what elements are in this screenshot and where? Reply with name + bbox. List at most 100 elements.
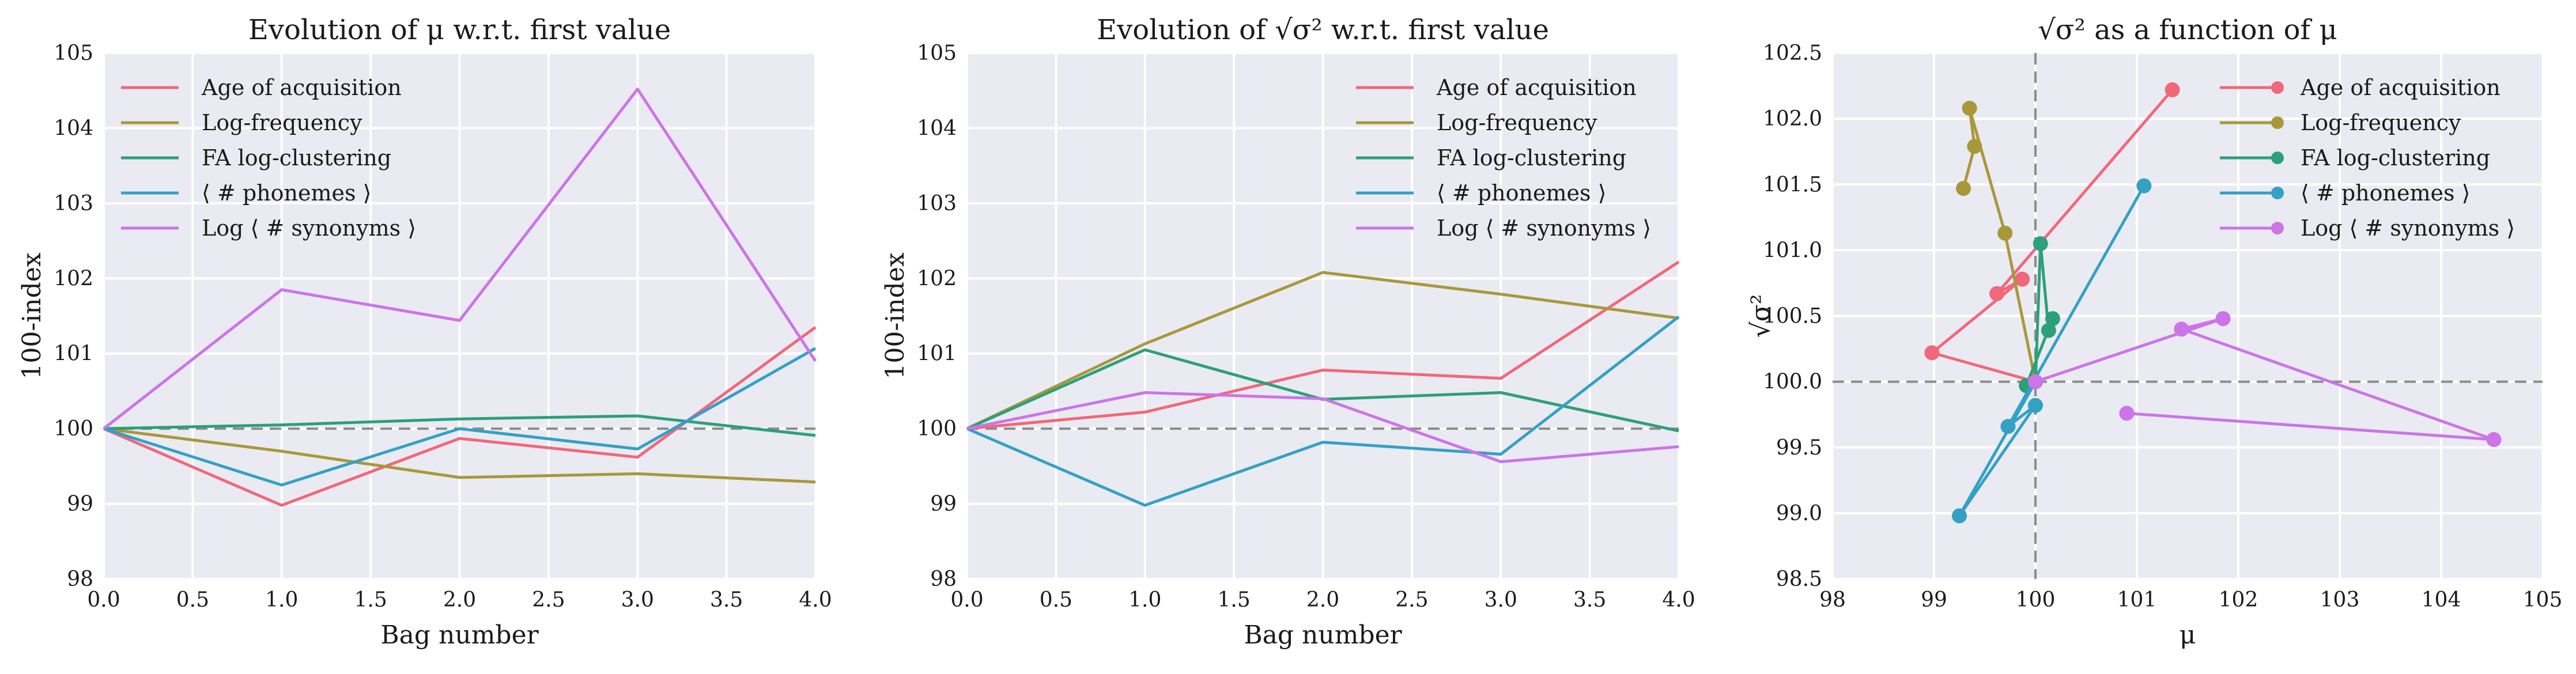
x-tick-label: 102 — [2219, 588, 2258, 612]
legend-label-age-of-acquisition: Age of acquisition — [2300, 75, 2501, 100]
y-tick-label: 103 — [54, 192, 93, 215]
data-point-log-frequency — [1956, 181, 1971, 196]
series-line-log-frequency — [966, 271, 1679, 430]
chart-title: Evolution of √σ² w.r.t. first value — [1097, 14, 1549, 46]
y-tick-label: 100.5 — [1763, 305, 1822, 328]
x-tick-label: 0.0 — [950, 588, 983, 612]
series-line-log-synonyms — [966, 391, 1679, 463]
y-tick-label: 99.0 — [1776, 502, 1822, 525]
legend-label-age-of-acquisition: Age of acquisition — [201, 75, 402, 100]
x-tick-label: 98 — [1819, 588, 1846, 612]
data-point-age-of-acquisition — [2015, 271, 2030, 287]
x-tick-label: 3.5 — [1573, 588, 1606, 612]
y-tick-label: 102.5 — [1763, 41, 1822, 65]
x-tick-label: 2.5 — [532, 588, 565, 612]
legend-label-log-frequency: Log-frequency — [2301, 110, 2461, 135]
y-tick-label: 102 — [54, 267, 93, 290]
x-axis-label: Bag number — [1244, 620, 1402, 650]
y-tick-label: 102 — [917, 267, 957, 290]
data-point-fa-log-clustering — [2033, 236, 2048, 251]
x-axis-label: μ — [2180, 620, 2196, 650]
series-line-fa-log-clustering — [103, 414, 816, 437]
y-tick-label: 105 — [917, 41, 957, 65]
data-point-fa-log-clustering — [2041, 323, 2056, 338]
y-tick-label: 101.0 — [1763, 238, 1822, 262]
legend: Age of acquisition Log-frequency FA log-cl… — [121, 75, 416, 241]
chart-title: √σ² as a function of μ — [2038, 14, 2337, 46]
data-point-phonemes — [1952, 508, 1967, 524]
data-point-age-of-acquisition — [2165, 82, 2180, 97]
x-axis-label: Bag number — [380, 620, 539, 650]
y-tick-label: 100.0 — [1763, 370, 1822, 394]
y-tick-label: 99.5 — [1776, 436, 1822, 460]
x-tick-label: 1.5 — [1217, 588, 1250, 612]
legend-marker-phonemes — [2271, 187, 2284, 199]
x-tick-label: 101 — [2117, 588, 2157, 612]
x-tick-label: 105 — [2523, 588, 2563, 612]
y-tick-label: 102.0 — [1763, 107, 1822, 131]
legend-label-fa-log-clustering: FA log-clustering — [202, 145, 391, 171]
x-tick-label: 1.0 — [1128, 588, 1161, 612]
x-tick-label: 104 — [2422, 588, 2461, 612]
legend-label-age-of-acquisition: Age of acquisition — [1436, 75, 1637, 100]
y-tick-label: 98 — [67, 567, 93, 591]
legend-label-fa-log-clustering: FA log-clustering — [2301, 145, 2490, 171]
y-tick-label: 101 — [917, 342, 957, 366]
x-tick-label: 100 — [2016, 588, 2056, 612]
legend-label-log-frequency: Log-frequency — [202, 110, 362, 135]
legend-marker-log-frequency — [2271, 116, 2284, 129]
chart-title: Evolution of μ w.r.t. first value — [248, 14, 671, 46]
legend-marker-log-synonyms — [2271, 222, 2284, 234]
legend-label-log-frequency: Log-frequency — [1437, 110, 1597, 135]
x-tick-label: 1.5 — [354, 588, 387, 612]
data-point-log-synonyms — [2119, 406, 2135, 421]
legend-label-phonemes: ⟨ # phonemes ⟩ — [2301, 180, 2470, 206]
data-point-age-of-acquisition — [1924, 345, 1940, 361]
y-axis-label: 100-index — [17, 252, 47, 379]
legend-marker-fa-log-clustering — [2271, 152, 2284, 164]
data-point-age-of-acquisition — [1989, 286, 2005, 301]
chart-panel-2: 0.0 0.5 1.0 1.5 2.0 2.5 3.0 3.5 4.0 98 99 100 101 102… — [881, 14, 1695, 650]
y-tick-label: 98.5 — [1776, 567, 1822, 591]
legend-label-fa-log-clustering: FA log-clustering — [1437, 145, 1626, 171]
series-line-phonemes — [103, 347, 817, 487]
x-tick-label: 2.5 — [1395, 588, 1428, 612]
y-tick-label: 105 — [54, 41, 93, 65]
data-point-log-synonyms — [2486, 432, 2502, 448]
y-axis-label: 100-index — [881, 252, 910, 379]
data-point-log-synonyms — [2174, 321, 2189, 337]
legend-label-log-synonyms: Log ⟨ # synonyms ⟩ — [1437, 215, 1651, 241]
y-tick-label: 101 — [54, 342, 93, 366]
x-tick-label: 2.0 — [1306, 588, 1339, 612]
data-point-log-synonyms — [2215, 311, 2231, 327]
x-tick-label: 4.0 — [1662, 588, 1695, 612]
y-tick-label: 99 — [67, 493, 93, 516]
y-tick-label: 98 — [930, 567, 957, 591]
y-tick-label: 104 — [54, 116, 93, 140]
data-point-log-frequency — [1967, 139, 1982, 154]
x-tick-label: 99 — [1921, 588, 1947, 612]
y-tick-label: 104 — [917, 116, 957, 140]
y-tick-label: 100 — [54, 417, 93, 441]
x-tick-label: 1.0 — [265, 588, 298, 612]
series-line-phonemes — [966, 315, 1680, 507]
y-tick-label: 100 — [917, 417, 957, 441]
legend-label-phonemes: ⟨ # phonemes ⟩ — [1437, 180, 1606, 206]
y-tick-label: 101.5 — [1763, 173, 1822, 196]
legend-label-phonemes: ⟨ # phonemes ⟩ — [202, 180, 371, 206]
legend-label-log-synonyms: Log ⟨ # synonyms ⟩ — [2301, 215, 2515, 241]
y-tick-label: 99 — [930, 493, 957, 516]
data-point-phonemes — [2000, 419, 2016, 434]
data-point-log-frequency — [1962, 100, 1977, 116]
x-tick-label: 0.5 — [1040, 588, 1072, 612]
legend: Age of acquisition Log-frequency FA log-cl… — [1356, 75, 1651, 241]
series-line-log-synonyms — [103, 88, 817, 430]
data-point-fa-log-clustering — [2045, 311, 2060, 327]
data-point-log-synonyms — [2028, 374, 2043, 389]
legend: Age of acquisition Log-frequency FA log-cl… — [2220, 75, 2515, 241]
x-tick-label: 2.0 — [443, 588, 476, 612]
x-tick-label: 0.0 — [87, 588, 120, 612]
x-tick-label: 3.0 — [621, 588, 654, 612]
data-point-phonemes — [2028, 397, 2043, 413]
